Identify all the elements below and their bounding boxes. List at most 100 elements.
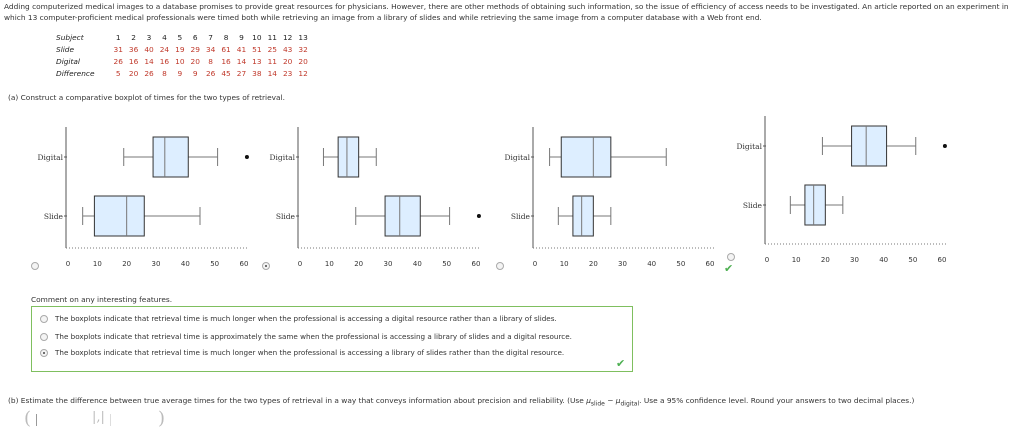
tick-label: 0 <box>298 260 302 268</box>
table-cell: 61 <box>221 44 231 54</box>
table-cell: 20 <box>298 56 308 66</box>
table-cell: 36 <box>128 44 139 54</box>
choice-2[interactable]: The boxplots indicate that retrieval tim… <box>40 332 620 342</box>
tick-label: 10 <box>560 260 569 268</box>
plot-option-4-radio[interactable] <box>727 253 735 261</box>
table-cell: 16 <box>159 56 170 66</box>
mu-slide: μ <box>586 396 591 405</box>
interval-separator: |,| <box>92 410 105 425</box>
part-b-suffix: . Use a 95% confidence level. Round your… <box>639 396 915 405</box>
category-label: Slide <box>276 212 296 221</box>
tick-label: 50 <box>676 260 685 268</box>
table-cell: 1 <box>115 32 121 42</box>
table-cell: 20 <box>190 56 200 66</box>
choice-1-text: The boxplots indicate that retrieval tim… <box>55 314 557 323</box>
choice-3-radio[interactable] <box>40 349 48 357</box>
table-cell: 38 <box>252 68 262 78</box>
plot-option-2-radio[interactable] <box>262 262 270 270</box>
table-cell: 4 <box>162 32 167 42</box>
table-cell: 9 <box>177 68 183 78</box>
row-label: Slide <box>56 44 75 54</box>
box <box>804 184 826 226</box>
row-label: Digital <box>56 56 80 66</box>
mu-digital-sub: digital <box>620 400 640 408</box>
tick-label: 0 <box>765 256 769 264</box>
tick-label: 30 <box>384 260 393 268</box>
choice-2-radio[interactable] <box>40 333 48 341</box>
outlier-point <box>476 214 481 218</box>
table-row: Digital 26 16 14 16 10 20 8 16 14 13 11 20 20 <box>56 55 311 67</box>
table-cell: 5 <box>177 32 183 42</box>
table-cell: 24 <box>159 44 170 54</box>
table-cell: 13 <box>252 56 262 66</box>
part-a-prompt: (a) Construct a comparative boxplot of t… <box>8 93 285 102</box>
category-label: Slide <box>511 212 531 221</box>
box <box>384 195 421 237</box>
table-cell: 20 <box>282 56 293 66</box>
plot-option-1-radio[interactable] <box>31 262 39 270</box>
table-cell: 13 <box>298 32 308 42</box>
table-cell: 26 <box>144 68 154 78</box>
table-cell: 23 <box>282 68 293 78</box>
table-cell: 10 <box>175 56 185 66</box>
mu-slide-sub: slide <box>590 400 605 408</box>
box <box>572 195 594 237</box>
tick-label: 40 <box>647 260 656 268</box>
table-cell: 3 <box>146 32 152 42</box>
table-cell: 6 <box>192 32 198 42</box>
table-cell: 11 <box>267 32 277 42</box>
tick-label: 20 <box>821 256 830 264</box>
tick-label: 40 <box>181 260 190 268</box>
tick-label: 20 <box>589 260 598 268</box>
category-label: Slide <box>743 201 763 210</box>
table-cell: 16 <box>128 56 139 66</box>
correct-check-icon: ✔ <box>724 262 734 275</box>
table-cell: 14 <box>236 56 247 66</box>
table-cell: 27 <box>236 68 247 78</box>
choice-3[interactable]: The boxplots indicate that retrieval tim… <box>40 348 620 358</box>
mu-digital: μ <box>615 396 621 405</box>
table-cell: 8 <box>208 56 213 66</box>
plot-option-3-radio[interactable] <box>496 262 504 270</box>
choices-correct-check-icon: ✔ <box>616 357 626 370</box>
table-cell: 14 <box>144 56 154 66</box>
table-cell: 26 <box>205 68 216 78</box>
table-cell: 45 <box>221 68 231 78</box>
choice-3-text: The boxplots indicate that retrieval tim… <box>55 348 565 357</box>
tick-label: 40 <box>413 260 422 268</box>
category-label: Digital <box>737 142 763 151</box>
table-cell: 40 <box>144 44 154 54</box>
table-cell: 11 <box>267 56 277 66</box>
table-row: Subject 1 2 3 4 5 6 7 8 9 10 11 12 13 <box>56 31 311 43</box>
table-cell: 8 <box>223 32 229 42</box>
table-cell: 19 <box>175 44 185 54</box>
table-cell: 8 <box>162 68 167 78</box>
tick-label: 10 <box>325 260 334 268</box>
tick-label: 0 <box>533 260 537 268</box>
tick-label: 50 <box>210 260 219 268</box>
table-cell: 25 <box>267 44 277 54</box>
table-cell: 32 <box>298 44 308 54</box>
table-cell: 7 <box>208 32 213 42</box>
boxplot-options: 0 10 20 30 40 50 60 Digital Slide 0 10 20 30 40 50 60 Di… <box>38 116 947 268</box>
tick-label: 30 <box>152 260 161 268</box>
choice-1[interactable]: The boxplots indicate that retrieval tim… <box>40 314 620 324</box>
tick-label: 60 <box>706 260 715 268</box>
lower-bound-input[interactable] <box>36 414 37 426</box>
box <box>152 136 189 178</box>
table-row: Difference 5 20 26 8 9 9 26 45 27 38 14 23 12 <box>56 67 311 79</box>
table-cell: 14 <box>267 68 277 78</box>
category-label: Digital <box>38 153 64 162</box>
tick-label: 40 <box>879 256 888 264</box>
table-cell: 34 <box>205 44 216 54</box>
table-cell: 12 <box>282 32 293 42</box>
table-cell: 31 <box>113 44 123 54</box>
table-cell: 26 <box>113 56 123 66</box>
table-cell: 9 <box>239 32 244 42</box>
row-label: Subject <box>56 32 84 42</box>
open-paren: ( <box>24 408 32 429</box>
choice-1-radio[interactable] <box>40 315 48 323</box>
tick-label: 60 <box>240 260 249 268</box>
tick-label: 10 <box>792 256 801 264</box>
upper-bound-input[interactable] <box>110 414 111 426</box>
